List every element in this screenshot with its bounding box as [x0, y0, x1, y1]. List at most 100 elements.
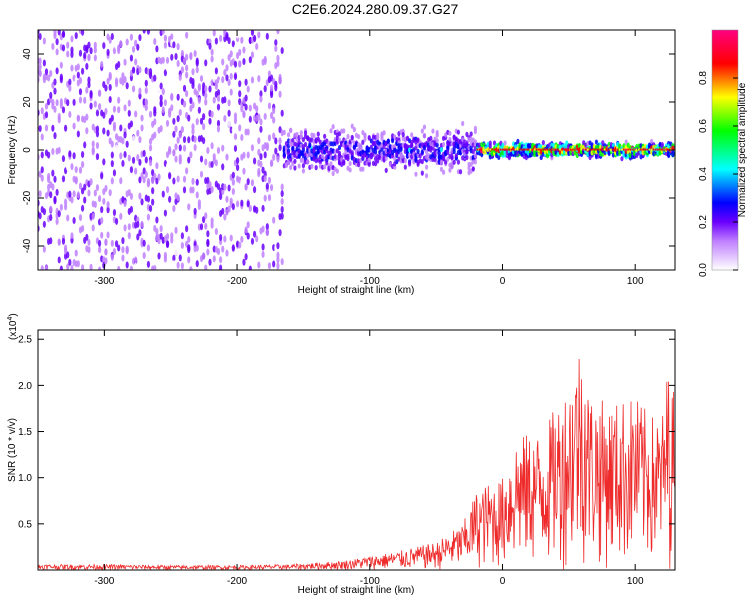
- spectrogram-cell: [265, 223, 269, 231]
- spectrogram-cell: [47, 151, 51, 159]
- spectrogram-carrier: [523, 148, 526, 151]
- spectrogram-cell: [255, 105, 259, 113]
- spectrogram-carrier: [597, 148, 600, 151]
- spectrogram-carrier: [661, 148, 664, 151]
- spectrogram-cell: [161, 56, 165, 64]
- spectrogram-cell: [127, 99, 131, 107]
- spectrogram-cell: [119, 152, 123, 160]
- spectrogram-cell: [223, 96, 227, 104]
- spectrogram-cell: [78, 96, 83, 104]
- spectrogram-cell: [49, 205, 53, 213]
- spectrogram-cell: [47, 172, 51, 180]
- spectrogram-cell: [182, 100, 187, 108]
- spectrogram-cell: [384, 167, 388, 173]
- spectrogram-cell: [259, 95, 263, 103]
- spectrogram-cell: [276, 242, 280, 250]
- spectrogram-cell: [301, 163, 306, 169]
- spectrogram-cell: [155, 162, 159, 170]
- y-tick-label: 1.0: [18, 473, 32, 484]
- spectrogram-carrier: [512, 148, 515, 151]
- spectrogram-carrier: [614, 148, 617, 151]
- spectrogram-cell: [93, 189, 97, 197]
- spectrogram-cell: [153, 106, 157, 114]
- spectrogram-cell: [274, 39, 278, 47]
- spectrogram-cell: [280, 109, 284, 117]
- spectrogram-carrier: [631, 148, 634, 151]
- colorbar-tick-label: 0.6: [698, 119, 709, 133]
- spectrogram-cell: [208, 117, 212, 125]
- spectrogram-cell: [95, 109, 100, 117]
- spectrogram-cell: [40, 107, 44, 115]
- spectrogram-cell: [134, 39, 138, 47]
- spectrogram-cell: [261, 204, 265, 212]
- spectrogram-cell: [195, 260, 199, 268]
- spectrogram-carrier: [508, 148, 511, 151]
- spectrogram-cell: [89, 47, 93, 55]
- y-tick-label: 2.5: [18, 335, 32, 346]
- spectrogram-cell: [85, 113, 89, 121]
- spectrogram-cell: [51, 124, 55, 132]
- spectrogram-cell: [208, 258, 212, 266]
- spectrogram-cell: [61, 44, 66, 52]
- spectrogram-carrier: [485, 148, 488, 151]
- spectrogram-cell: [269, 112, 274, 120]
- spectrogram-carrier: [502, 148, 505, 151]
- spectrogram-cell: [83, 183, 87, 191]
- spectrogram-cell: [55, 218, 59, 226]
- spectrogram-cell: [208, 181, 212, 189]
- spectrogram-cell: [104, 184, 108, 192]
- spectrogram-cell: [144, 171, 148, 179]
- figure-title: C2E6.2024.280.09.37.G27: [292, 1, 459, 17]
- spectrogram-cell: [225, 153, 229, 161]
- spectrogram-cell: [100, 60, 104, 68]
- spectrogram-cell: [233, 44, 238, 52]
- spectrogram-cell: [68, 150, 72, 158]
- spectrogram-cell: [172, 117, 176, 125]
- spectrogram-cell: [539, 154, 543, 161]
- spectrogram-cell: [142, 239, 146, 247]
- x-tick-label: -200: [227, 576, 247, 587]
- spectrogram-cell: [219, 264, 223, 270]
- spectrogram-cell: [424, 173, 429, 179]
- spectrogram-cell: [263, 58, 267, 66]
- spectrogram-cell: [350, 134, 354, 141]
- spectrogram-carrier: [521, 148, 524, 151]
- spectrogram-cell: [422, 124, 427, 130]
- spectrogram-cell: [176, 93, 180, 101]
- spectrogram-cell: [231, 244, 235, 252]
- spectrogram-cell: [216, 147, 221, 155]
- spectrogram-cell: [93, 41, 97, 49]
- spectrogram-cell: [59, 76, 63, 84]
- spectrogram-cell: [61, 106, 66, 114]
- spectrogram-cell: [74, 32, 78, 40]
- spectrogram-cell: [216, 103, 221, 111]
- y-tick-label: 20: [22, 96, 33, 108]
- spectrogram-cell: [221, 76, 225, 84]
- spectrogram-cell: [64, 198, 68, 206]
- spectrogram-xlabel: Height of straight line (km): [298, 285, 415, 296]
- spectrogram-carrier: [589, 148, 592, 151]
- spectrogram-cell: [367, 157, 371, 163]
- spectrogram-cell: [208, 85, 212, 93]
- spectrogram-cell: [161, 190, 165, 198]
- x-tick-label: -200: [227, 276, 247, 287]
- spectrogram-cell: [250, 161, 255, 169]
- spectrogram-cell: [176, 136, 180, 144]
- spectrogram-cell: [142, 149, 146, 157]
- spectrogram-carrier: [608, 148, 611, 151]
- spectrogram-cell: [155, 188, 159, 196]
- spectrogram-cell: [93, 252, 97, 260]
- spectrogram-carrier: [606, 148, 609, 151]
- spectrogram-cell: [246, 151, 250, 159]
- spectrogram-cell: [410, 132, 414, 138]
- spectrogram-cell: [187, 244, 191, 252]
- spectrogram-cell: [306, 159, 310, 165]
- spectrogram-cell: [197, 84, 201, 92]
- spectrogram-cell: [465, 131, 469, 137]
- spectrogram-cell: [66, 50, 70, 58]
- x-tick-label: -300: [94, 576, 114, 587]
- spectrogram-cell: [159, 94, 163, 102]
- spectrogram-cell: [469, 131, 473, 137]
- spectrogram-cell: [44, 111, 49, 119]
- spectrogram-cell: [125, 82, 129, 90]
